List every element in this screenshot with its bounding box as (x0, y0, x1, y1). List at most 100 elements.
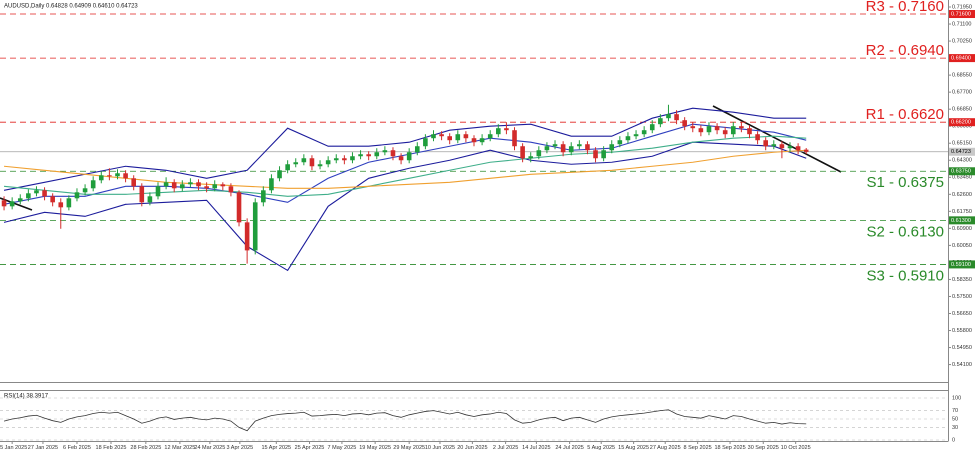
level-label: S1 - 0.6375 (866, 174, 944, 191)
candle-body (1, 200, 7, 207)
candle-body (115, 173, 120, 177)
level-label: S2 - 0.6130 (866, 223, 944, 240)
candle-body (98, 175, 104, 181)
candle-body (755, 134, 760, 141)
level-axis-box (949, 10, 975, 19)
indicator-line (3, 141, 807, 272)
candle-body (730, 126, 736, 135)
candle-body (504, 128, 509, 131)
x-tick-label: 5 Aug 2025 (587, 445, 615, 451)
candle-body (455, 134, 461, 141)
candle-body (366, 154, 371, 157)
y-tick-label: 0.54950 (952, 345, 972, 351)
candle-body (212, 184, 218, 189)
candle-body (50, 196, 55, 203)
x-tick-label: 10 Jun 2025 (425, 445, 455, 451)
candle-body (66, 198, 72, 208)
level-axis-box (949, 260, 975, 269)
candle-body (26, 193, 31, 199)
x-tick-label: 12 Mar 2025 (164, 445, 195, 451)
x-tick-label: 8 Sep 2025 (684, 445, 712, 451)
y-tick-label: 0.63450 (952, 175, 972, 181)
x-tick-label: 6 Feb 2025 (63, 445, 91, 451)
level-axis-box (949, 118, 975, 127)
candle-body (690, 126, 696, 129)
current-price-label: 0.64723 (951, 149, 971, 155)
level-axis-label: 0.63750 (951, 169, 971, 175)
candle-body (520, 146, 525, 159)
y-tick-label: 0.66850 (952, 107, 972, 113)
x-tick-label: 18 Feb 2025 (96, 445, 127, 451)
x-tick-label: 24 Mar 2025 (194, 445, 225, 451)
candle-body (463, 134, 469, 139)
rsi-tick-label: 0 (952, 437, 955, 443)
candle-body (269, 178, 274, 191)
candle-body (414, 146, 420, 153)
candle-body (649, 124, 655, 131)
candle-body (9, 201, 15, 207)
candle-body (74, 192, 80, 199)
candle-body (163, 182, 169, 187)
candle-body (350, 156, 355, 161)
candle-body (325, 160, 331, 165)
candle-body (609, 144, 615, 151)
candle-body (763, 140, 768, 147)
x-tick-label: 25 Apr 2025 (295, 445, 325, 451)
x-tick-label: 14 Jul 2025 (522, 445, 550, 451)
candle-body (641, 130, 647, 135)
candle-body (601, 150, 606, 159)
x-tick-label: 15 Aug 2025 (618, 445, 649, 451)
indicator-line (3, 135, 807, 197)
candle-body (358, 154, 363, 157)
x-tick-label: 28 Feb 2025 (130, 445, 161, 451)
candle-body (552, 144, 558, 147)
trend-line (0, 197, 33, 211)
y-tick-label: 0.67700 (952, 90, 972, 96)
candle-body (252, 202, 258, 251)
candle-body (204, 186, 209, 189)
rsi-tick-label: 50 (952, 416, 958, 422)
candle-body (714, 126, 720, 131)
x-tick-label: 18 Sep 2025 (714, 445, 745, 451)
y-tick-label: 0.57500 (952, 294, 972, 300)
candle-body (107, 175, 112, 177)
candle-body (147, 196, 153, 203)
candle-body (512, 130, 517, 147)
candle-body (431, 134, 436, 139)
level-axis-box (949, 54, 975, 63)
y-tick-label: 0.71950 (952, 4, 972, 10)
x-tick-label: 24 Jul 2025 (555, 445, 583, 451)
candle-body (342, 158, 347, 161)
candle-body (228, 186, 234, 193)
candle-body (722, 130, 728, 135)
rsi-tick-label: 30 (952, 425, 958, 431)
candle-body (487, 134, 493, 139)
x-tick-label: 27 Aug 2025 (650, 445, 681, 451)
y-tick-label: 0.68550 (952, 73, 972, 79)
x-tick-label: 10 Oct 2025 (781, 445, 811, 451)
candle-body (390, 150, 396, 157)
y-tick-label: 0.71100 (952, 21, 971, 27)
candle-body (90, 180, 96, 189)
candle-body (795, 146, 801, 151)
y-tick-label: 0.65150 (952, 141, 972, 147)
candle-body (593, 150, 598, 159)
y-tick-label: 0.61750 (952, 209, 972, 215)
candle-body (771, 144, 777, 147)
y-tick-label: 0.64300 (952, 158, 972, 164)
x-tick-label: 15 Jan 2025 (0, 445, 27, 451)
y-tick-label: 0.62600 (952, 192, 972, 198)
candle-body (293, 162, 299, 165)
current-price-box (949, 147, 975, 156)
candle-body (568, 146, 574, 153)
candle-body (34, 190, 39, 194)
level-label: R1 - 0.6620 (866, 106, 944, 123)
y-tick-label: 0.60900 (952, 226, 972, 232)
x-tick-label: 7 May 2025 (328, 445, 357, 451)
candle-body (236, 192, 242, 223)
candle-body (471, 138, 477, 143)
candle-body (220, 184, 226, 187)
x-tick-label: 30 Sep 2025 (748, 445, 779, 451)
